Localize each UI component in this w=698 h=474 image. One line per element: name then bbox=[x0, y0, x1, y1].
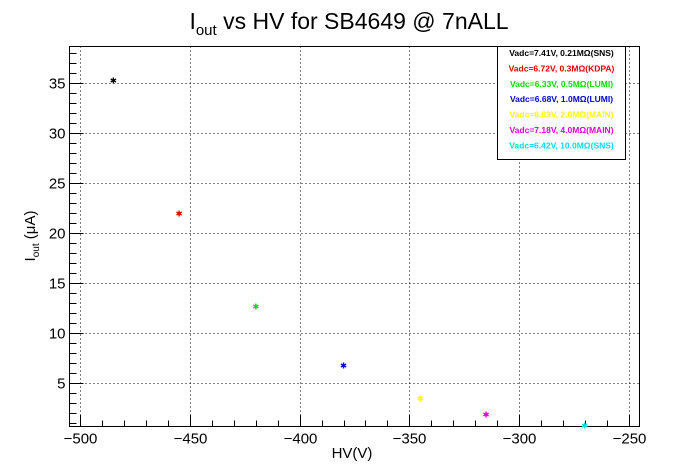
x-tick-label: −250 bbox=[613, 431, 647, 448]
chart-title-sub: out bbox=[196, 22, 218, 39]
legend-entry: Vadc=6.42V, 10.0MΩ(SNS) bbox=[509, 140, 614, 150]
data-point bbox=[340, 362, 347, 369]
data-point bbox=[417, 395, 424, 402]
x-tick-label: −500 bbox=[64, 431, 98, 448]
x-axis-label: HV(V) bbox=[332, 445, 373, 462]
legend-entry: Vadc=6.63V, 2.0MΩ(MAIN) bbox=[509, 110, 613, 120]
legend-entry: Vadc=6.33V, 0.5MΩ(LUMI) bbox=[510, 79, 613, 89]
data-point bbox=[110, 77, 117, 84]
y-axis-label-main: I bbox=[22, 257, 39, 261]
legend-entry: Vadc=7.18V, 4.0MΩ(MAIN) bbox=[509, 125, 613, 135]
data-points bbox=[110, 77, 588, 429]
y-tick-label: 35 bbox=[49, 76, 66, 93]
y-tick-label: 5 bbox=[57, 376, 65, 393]
x-tick-label: −450 bbox=[174, 431, 208, 448]
data-point bbox=[252, 303, 259, 310]
chart-title-main: I bbox=[189, 8, 195, 34]
y-tick-label: 20 bbox=[49, 226, 66, 243]
x-tick-label: −400 bbox=[284, 431, 318, 448]
legend-box bbox=[497, 46, 626, 160]
legend: Vadc=7.41V, 0.21MΩ(SNS) Vadc=6.72V, 0.3MΩ… bbox=[497, 46, 626, 160]
plot-frame bbox=[69, 46, 640, 427]
data-point bbox=[581, 422, 588, 429]
data-point bbox=[176, 210, 183, 217]
y-axis-label: Iout (μA) bbox=[22, 211, 42, 262]
legend-entry: Vadc=6.72V, 0.3MΩ(KDPA) bbox=[509, 63, 615, 73]
y-axis-label-rest: (μA) bbox=[22, 211, 39, 244]
y-tick-label: 30 bbox=[49, 126, 66, 143]
y-axis-label-sub: out bbox=[31, 243, 42, 257]
legend-entry: Vadc=6.68V, 1.0MΩ(LUMI) bbox=[510, 94, 613, 104]
x-tick-label: −350 bbox=[393, 431, 427, 448]
axes: −500 −450 −400 −350 −300 −250 5 10 15 20 25 30 35 bbox=[49, 53, 647, 448]
y-tick-label: 15 bbox=[49, 276, 66, 293]
grid bbox=[69, 46, 640, 427]
data-point bbox=[483, 411, 489, 418]
legend-entry: Vadc=7.41V, 0.21MΩ(SNS) bbox=[509, 48, 614, 58]
x-tick-label: −300 bbox=[503, 431, 537, 448]
chart-title-rest: vs HV for SB4649 @ 7nALL bbox=[217, 8, 509, 34]
chart-title: Iout vs HV for SB4649 @ 7nALL bbox=[189, 8, 508, 39]
y-tick-label: 25 bbox=[49, 176, 66, 193]
y-tick-label: 10 bbox=[49, 326, 66, 343]
